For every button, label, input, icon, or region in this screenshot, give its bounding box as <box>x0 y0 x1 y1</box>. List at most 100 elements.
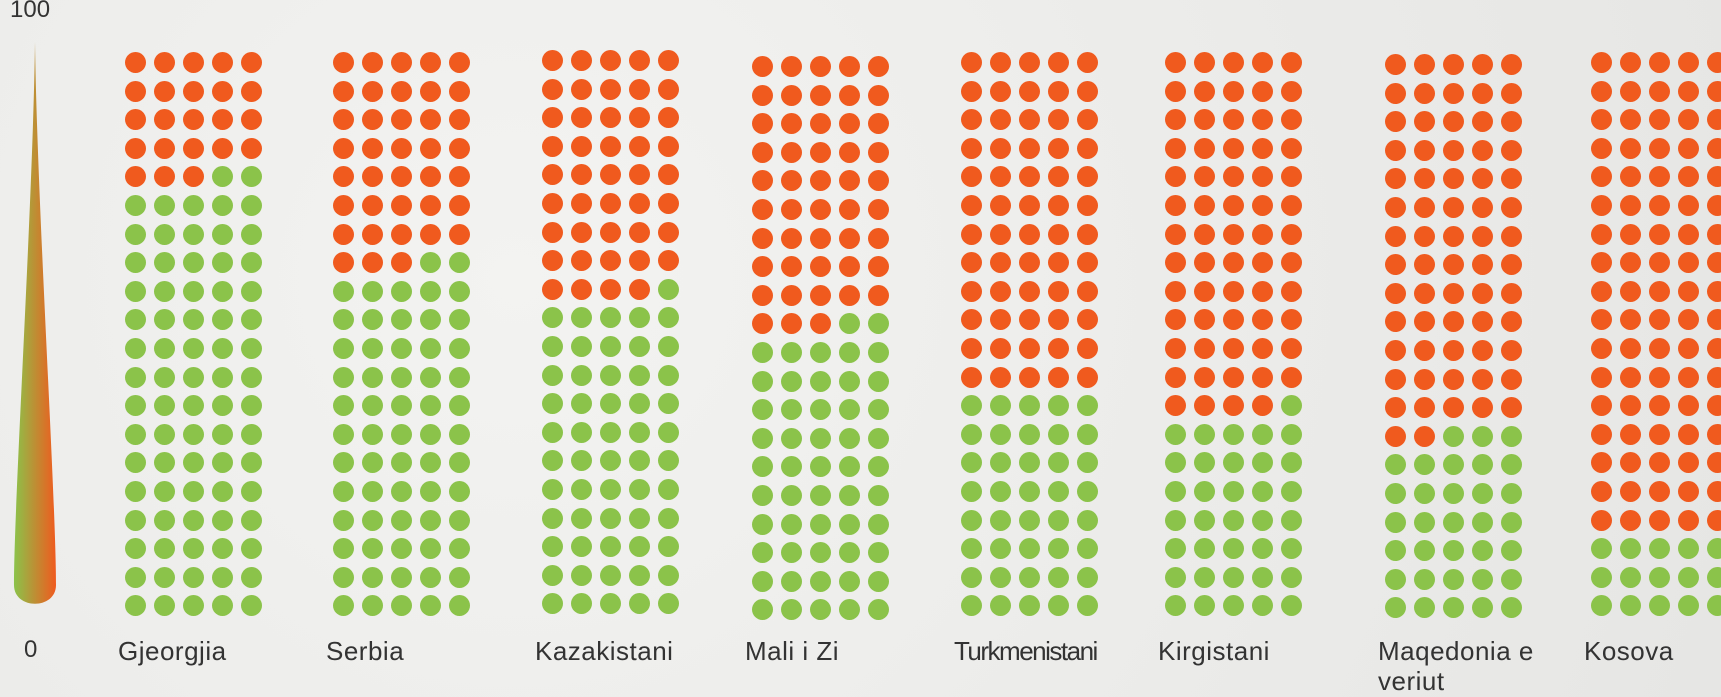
dot-rest <box>867 485 889 506</box>
dot-value <box>1442 282 1464 304</box>
dot-rest <box>1018 595 1040 617</box>
dot-value <box>332 223 354 245</box>
dot-value <box>1706 481 1721 502</box>
dot-value <box>570 135 592 157</box>
dot-value <box>1193 366 1215 388</box>
dot-value <box>361 223 383 245</box>
dot-rest <box>1047 481 1069 502</box>
dot-value <box>1471 197 1493 218</box>
dot-rest <box>570 536 592 558</box>
dot-rest <box>361 309 383 331</box>
dot-rest <box>809 599 831 621</box>
dot-value <box>1471 254 1493 276</box>
dot-value <box>1590 280 1612 302</box>
dot-rest <box>599 336 621 357</box>
dot-value <box>657 193 679 214</box>
dot-value <box>1047 195 1069 216</box>
dot-rest <box>570 593 592 615</box>
dot-rest <box>1280 538 1302 560</box>
dot-rest <box>1471 425 1493 447</box>
dot-value <box>780 84 802 106</box>
dot-rest <box>960 481 982 502</box>
dot-value <box>1442 254 1464 276</box>
dot-rest <box>1384 511 1406 533</box>
dot-value <box>541 278 563 300</box>
dot-rest <box>390 452 412 474</box>
dot-rest <box>1018 452 1040 474</box>
dot-value <box>628 164 650 186</box>
dot-rest <box>809 342 831 363</box>
dot-rest <box>867 427 889 449</box>
dot-value <box>780 141 802 163</box>
dot-value <box>448 80 470 102</box>
dot-rest <box>1706 538 1721 560</box>
dot-value <box>1619 366 1641 388</box>
dot-rest <box>838 599 860 621</box>
dot-value <box>240 52 262 73</box>
dot-rest <box>182 395 204 417</box>
dot-rest <box>419 366 441 388</box>
dot-rest <box>780 427 802 449</box>
dot-value <box>1706 509 1721 531</box>
dot-rest <box>1047 395 1069 417</box>
dot-rest <box>1471 568 1493 590</box>
dot-value <box>780 227 802 249</box>
dot-rest <box>751 427 773 449</box>
dot-value <box>541 78 563 100</box>
dot-value <box>1471 82 1493 104</box>
dot-rest <box>182 595 204 617</box>
dot-rest <box>989 595 1011 617</box>
dot-value <box>361 80 383 102</box>
dot-rest <box>570 336 592 357</box>
dot-value <box>1222 137 1244 159</box>
dot-rest <box>124 309 146 331</box>
dot-value <box>541 250 563 272</box>
dot-rest <box>1076 395 1098 417</box>
dot-value <box>1471 54 1493 75</box>
dot-value <box>570 250 592 272</box>
dot-rest <box>809 456 831 478</box>
dot-rest <box>182 309 204 331</box>
dot-value <box>1648 423 1670 445</box>
dot-value <box>1164 280 1186 302</box>
dot-value <box>1222 223 1244 245</box>
dot-rest <box>960 452 982 474</box>
dot-value <box>1442 397 1464 419</box>
dot-value <box>809 56 831 77</box>
dot-rest <box>448 309 470 331</box>
dot-value <box>1280 195 1302 216</box>
dot-rest <box>1413 597 1435 619</box>
dot-rest <box>124 595 146 617</box>
dot-value <box>390 166 412 188</box>
dot-value <box>989 52 1011 73</box>
dot-value <box>1648 52 1670 73</box>
dot-rest <box>240 223 262 245</box>
dot-rest <box>153 452 175 474</box>
dot-rest <box>124 223 146 245</box>
dot-value <box>960 137 982 159</box>
dot-value <box>1413 254 1435 276</box>
dot-rest <box>780 570 802 592</box>
dot-value <box>448 195 470 216</box>
dot-value <box>1384 82 1406 104</box>
dot-rest <box>124 566 146 588</box>
dot-rest <box>599 364 621 386</box>
dot-rest <box>599 479 621 500</box>
dot-value <box>1251 366 1273 388</box>
dot-value <box>657 164 679 186</box>
dot-value <box>1222 80 1244 102</box>
dot-value <box>1193 309 1215 331</box>
dot-value <box>809 84 831 106</box>
dot-value <box>1442 340 1464 361</box>
dot-value <box>570 221 592 243</box>
dot-rest <box>211 538 233 560</box>
dot-value <box>989 366 1011 388</box>
dot-value <box>1706 423 1721 445</box>
dot-value <box>599 164 621 186</box>
dot-value <box>1677 52 1699 73</box>
dot-rest <box>153 481 175 502</box>
dot-value <box>1222 366 1244 388</box>
dot-value <box>1590 252 1612 274</box>
dot-value <box>1251 338 1273 359</box>
dot-value <box>1280 80 1302 102</box>
